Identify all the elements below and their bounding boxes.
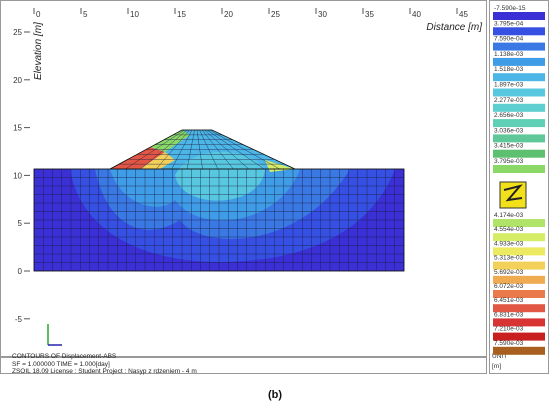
axis-icon bbox=[47, 324, 62, 346]
legend-swatch bbox=[493, 119, 545, 128]
legend-label: 6.072e-03 bbox=[494, 283, 524, 290]
legend-swatch bbox=[493, 165, 545, 173]
mesh-line bbox=[206, 129, 265, 170]
y-axis-label: Elevation [m] bbox=[33, 22, 44, 80]
x-tick-label: 20 bbox=[224, 10, 233, 19]
x-axis-label: Distance [m] bbox=[426, 22, 482, 33]
contour-zone bbox=[140, 152, 175, 169]
legend-label: 1.138e-03 bbox=[494, 51, 524, 58]
legend-label: 4.174e-03 bbox=[494, 212, 524, 219]
legend-swatch bbox=[493, 42, 545, 51]
mesh-line bbox=[209, 129, 280, 170]
legend-label: 3.795e-04 bbox=[494, 20, 524, 27]
x-tick-label: 45 bbox=[459, 10, 468, 19]
legend-label: 2.656e-03 bbox=[494, 112, 524, 119]
footer-line: SF = 1.000000 TIME = 1.000[day] bbox=[12, 361, 110, 368]
footer-line: CONTOURS OF Displacement-ABS bbox=[12, 353, 117, 360]
legend-label: 6.831e-03 bbox=[494, 311, 524, 318]
legend-swatch bbox=[493, 88, 545, 97]
y-tick-label: 15 bbox=[13, 124, 22, 133]
y-tick-label: 25 bbox=[13, 28, 22, 37]
legend-swatch bbox=[493, 233, 545, 242]
contour-zone bbox=[110, 147, 165, 169]
legend-label: 7.590e-04 bbox=[494, 36, 524, 43]
y-tick-label: 0 bbox=[18, 267, 23, 276]
legend-swatch bbox=[493, 346, 545, 355]
x-tick-label: 30 bbox=[318, 10, 327, 19]
logo bbox=[499, 181, 527, 209]
x-tick-label: 10 bbox=[130, 10, 139, 19]
footer-panel bbox=[0, 357, 487, 374]
embankment-outline bbox=[109, 129, 296, 170]
legend-swatch bbox=[493, 73, 545, 82]
unit: [m] bbox=[492, 363, 501, 370]
legend-label: 5.313e-03 bbox=[494, 255, 524, 262]
x-tick-label: 40 bbox=[412, 10, 421, 19]
legend-swatch bbox=[493, 12, 545, 20]
x-tick-label: 0 bbox=[36, 10, 41, 19]
legend-swatch bbox=[493, 318, 545, 327]
legend-label: 1.518e-03 bbox=[494, 66, 524, 73]
mesh-line bbox=[140, 129, 188, 170]
legend-label: 2.277e-03 bbox=[494, 97, 524, 104]
mesh-line bbox=[125, 129, 185, 170]
model-outline bbox=[33, 168, 405, 272]
x-tick-label: 15 bbox=[177, 10, 186, 19]
legend-label: 4.554e-03 bbox=[494, 226, 524, 233]
legend-swatch bbox=[493, 304, 545, 313]
mesh-line bbox=[204, 129, 249, 170]
model bbox=[33, 129, 405, 272]
legend-swatch bbox=[493, 247, 545, 256]
legend-label: 3.036e-03 bbox=[494, 127, 524, 134]
x-tick-label: 5 bbox=[83, 10, 88, 19]
mesh-line bbox=[156, 129, 190, 170]
y-tick-label: 5 bbox=[18, 219, 23, 228]
y-tick-label: -5 bbox=[15, 315, 23, 324]
legend-swatch bbox=[493, 332, 545, 341]
legend-swatch bbox=[493, 275, 545, 284]
x-tick-label: 35 bbox=[365, 10, 374, 19]
legend-label: 1.897e-03 bbox=[494, 82, 524, 89]
legend-label: 4.933e-03 bbox=[494, 240, 524, 247]
mesh-line bbox=[186, 129, 195, 170]
contour-zone bbox=[150, 130, 190, 152]
legend-swatch bbox=[493, 103, 545, 112]
legend-swatch bbox=[493, 57, 545, 66]
legend-label: 7.210e-03 bbox=[494, 326, 524, 333]
legend-swatch bbox=[493, 27, 545, 36]
caption: (b) bbox=[268, 389, 282, 401]
mesh-line bbox=[196, 129, 203, 170]
legend-label: -7.590e-15 bbox=[494, 5, 526, 12]
legend-swatch bbox=[493, 149, 545, 158]
x-tick-label: 25 bbox=[271, 10, 280, 19]
footer-line: ZSOIL 18.09 License : Student Project : … bbox=[12, 368, 197, 375]
y-tick-label: 20 bbox=[13, 76, 22, 85]
y-tick-label: 10 bbox=[13, 171, 22, 180]
mesh-line bbox=[199, 129, 219, 170]
mesh-line bbox=[201, 129, 234, 170]
legend-swatch bbox=[493, 261, 545, 270]
legend-swatch bbox=[493, 134, 545, 143]
legend-label: 3.795e-03 bbox=[494, 158, 524, 165]
legend-swatch bbox=[493, 290, 545, 298]
legend-swatch bbox=[493, 219, 545, 227]
legend-label: 7.590e-03 bbox=[494, 340, 524, 347]
legend-label: 3.415e-03 bbox=[494, 143, 524, 150]
unit-title: UNIT bbox=[492, 353, 507, 360]
legend-label: 6.451e-03 bbox=[494, 297, 524, 304]
legend-label: 5.692e-03 bbox=[494, 269, 524, 276]
mesh-line bbox=[171, 129, 193, 170]
